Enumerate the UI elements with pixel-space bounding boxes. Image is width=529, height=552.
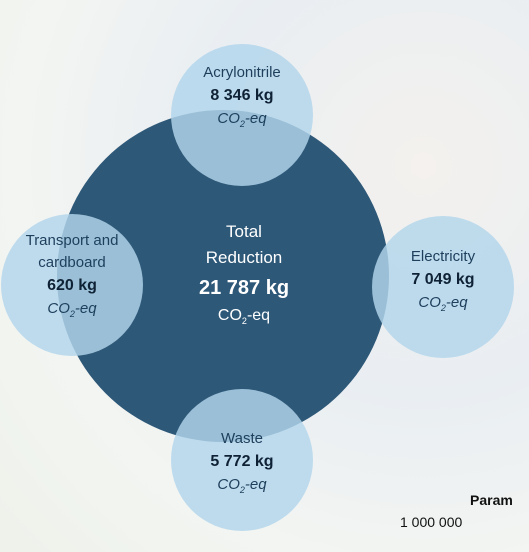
unit-main: CO (217, 476, 240, 493)
unit-main: CO (218, 307, 242, 324)
value: 8 346 kg (203, 84, 281, 108)
unit-tail: -eq (75, 300, 97, 317)
label: cardboard (26, 252, 119, 274)
label: Waste (210, 428, 273, 450)
unit-main: CO (217, 110, 240, 127)
unit-main: CO (418, 294, 441, 311)
footer-heading: Param (470, 492, 513, 508)
page: Param 1 000 000 (() => { const data = JS… (0, 0, 529, 552)
unit: CO2-eq (411, 292, 475, 319)
value: 620 kg (26, 274, 119, 298)
unit: CO2-eq (210, 474, 273, 501)
unit-tail: -eq (247, 307, 270, 324)
value: 21 787 kg (199, 271, 289, 305)
label: Reduction (199, 245, 289, 271)
value: 5 772 kg (210, 450, 273, 474)
unit-tail: -eq (245, 110, 267, 127)
label: Electricity (411, 246, 475, 268)
label: Transport and (26, 230, 119, 252)
value: 7 049 kg (411, 268, 475, 292)
unit-main: CO (47, 300, 70, 317)
unit: CO2-eq (199, 305, 289, 332)
label: Acrylonitrile (203, 62, 281, 84)
unit: CO2-eq (26, 298, 119, 325)
unit-tail: -eq (245, 476, 267, 493)
footer-text: 1 000 000 (400, 514, 462, 530)
label: Total (199, 219, 289, 245)
unit: CO2-eq (203, 108, 281, 135)
unit-tail: -eq (446, 294, 468, 311)
